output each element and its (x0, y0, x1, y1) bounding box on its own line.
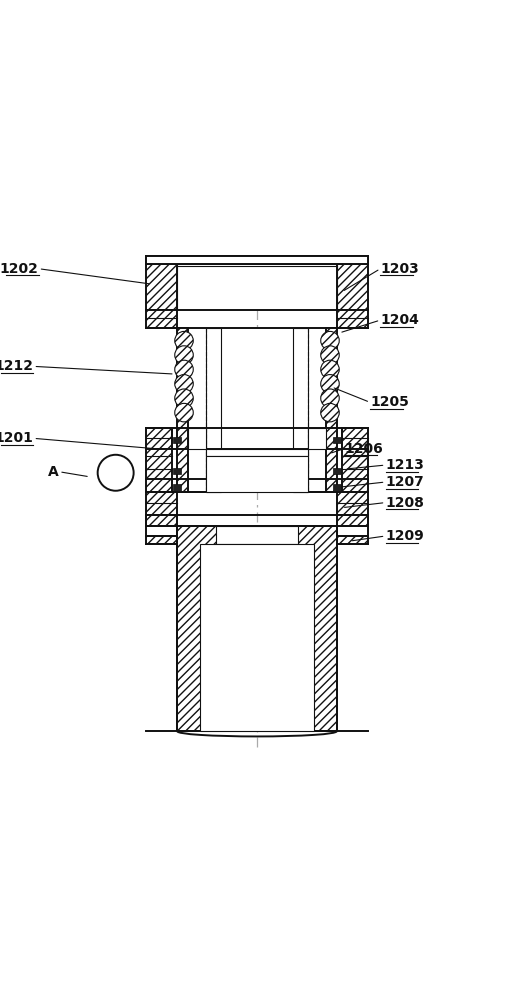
Bar (216, 526, 298, 544)
Bar (221, 328, 293, 492)
Circle shape (321, 403, 339, 422)
Bar (333, 468, 341, 474)
Polygon shape (146, 492, 177, 515)
Bar (173, 437, 181, 443)
Circle shape (175, 389, 193, 407)
Polygon shape (146, 449, 172, 492)
Text: 1202: 1202 (0, 262, 39, 276)
Polygon shape (146, 536, 368, 544)
Text: 1207: 1207 (386, 475, 424, 489)
Polygon shape (146, 515, 177, 526)
Circle shape (321, 389, 339, 407)
Bar (206, 328, 221, 492)
Bar (333, 437, 341, 443)
Text: 1204: 1204 (380, 313, 419, 327)
Text: 1208: 1208 (386, 496, 425, 510)
Circle shape (321, 375, 339, 393)
Polygon shape (146, 256, 177, 310)
Text: 1213: 1213 (386, 458, 425, 472)
Text: 1203: 1203 (380, 262, 419, 276)
Bar (333, 484, 341, 491)
Circle shape (321, 331, 339, 350)
Bar (146, 256, 368, 264)
Text: 1201: 1201 (0, 431, 33, 445)
Circle shape (175, 360, 193, 379)
Bar (293, 328, 308, 492)
Bar (188, 428, 206, 449)
Circle shape (175, 331, 193, 350)
Bar (173, 468, 181, 474)
Bar (200, 544, 314, 731)
Text: 1205: 1205 (370, 395, 409, 409)
Polygon shape (146, 310, 177, 328)
Polygon shape (337, 310, 368, 328)
Circle shape (321, 346, 339, 364)
Text: 1206: 1206 (344, 442, 383, 456)
Polygon shape (177, 526, 337, 731)
Text: A: A (48, 465, 59, 479)
Polygon shape (342, 428, 368, 449)
Polygon shape (337, 515, 368, 526)
Circle shape (98, 455, 134, 491)
Polygon shape (146, 428, 172, 449)
Circle shape (175, 403, 193, 422)
Bar (308, 428, 326, 449)
Polygon shape (177, 328, 188, 492)
Text: 1212: 1212 (0, 359, 33, 373)
Text: 1209: 1209 (386, 529, 424, 543)
Circle shape (175, 375, 193, 393)
Bar (177, 256, 337, 310)
Bar (206, 456, 308, 492)
Polygon shape (337, 492, 368, 515)
Bar (206, 449, 308, 456)
Polygon shape (326, 328, 337, 492)
Polygon shape (342, 449, 368, 492)
Circle shape (175, 346, 193, 364)
Circle shape (321, 360, 339, 379)
Polygon shape (337, 256, 368, 310)
Bar (173, 484, 181, 491)
